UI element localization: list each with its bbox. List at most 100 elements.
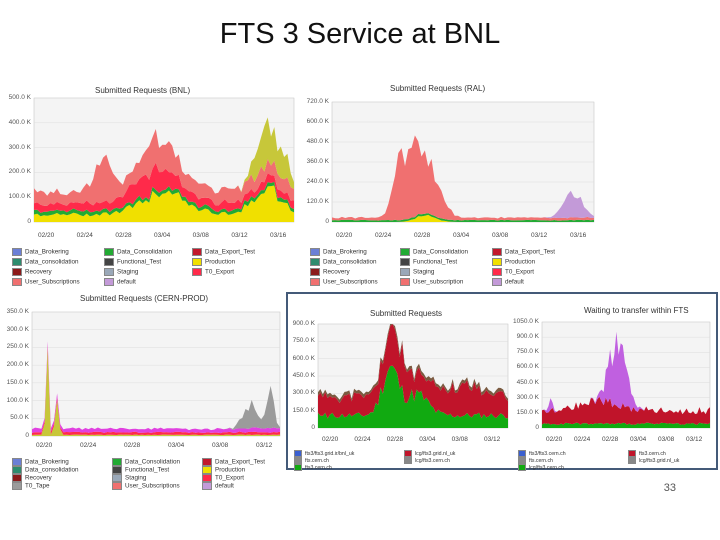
cern-legend-item: Functional_Test bbox=[112, 466, 169, 474]
legend-swatch bbox=[112, 482, 122, 490]
legend-swatch bbox=[12, 258, 22, 266]
legend-swatch bbox=[192, 248, 202, 256]
bnl_submitted-xtick-label: 02/24 bbox=[354, 436, 371, 443]
legend-swatch bbox=[202, 474, 212, 482]
bnl_submitted-area-red bbox=[318, 324, 508, 419]
legend-label: Production bbox=[215, 466, 246, 474]
cern-ytick-label: 300.0 K bbox=[6, 325, 29, 333]
ral-chart-panel: Submitted Requests (RAL) 720.0 K 600.0 K 4… bbox=[300, 80, 610, 290]
cern-ytick-label: 0 bbox=[25, 432, 29, 439]
cern-legend-item: Data_consolidation bbox=[12, 466, 79, 474]
legend-swatch bbox=[404, 457, 412, 464]
ral-legend-item: Data_Export_Test bbox=[492, 248, 555, 256]
legend-swatch bbox=[400, 258, 410, 266]
bnl_submitted-legend-item: lcg/fts3.grid.nl_uk bbox=[404, 450, 455, 457]
legend-label: Data_Consolidation bbox=[413, 248, 468, 256]
bnl-area-export bbox=[34, 162, 294, 213]
legend-label: fts.cern.ch bbox=[305, 457, 329, 464]
legend-label: Production bbox=[505, 258, 536, 266]
legend-swatch bbox=[104, 278, 114, 286]
bnl-legend-item: Data_Export_Test bbox=[192, 248, 255, 256]
bnl-ytick-label: 0 bbox=[27, 218, 31, 225]
legend-label: User_Subscriptions bbox=[323, 278, 378, 286]
legend-swatch bbox=[404, 450, 412, 457]
legend-swatch bbox=[104, 258, 114, 266]
ral-legend-item: User_Subscriptions bbox=[310, 278, 378, 286]
legend-label: Data_Brokering bbox=[25, 248, 69, 256]
bnl_waiting-xtick-label: 03/08 bbox=[658, 436, 675, 443]
legend-swatch bbox=[492, 278, 502, 286]
bnl-legend-item: T0_Export bbox=[192, 268, 234, 276]
ral-legend-item: User_subscription bbox=[400, 278, 463, 286]
legend-swatch bbox=[112, 458, 122, 466]
bnl-xtick-label: 03/08 bbox=[192, 232, 209, 239]
legend-swatch bbox=[202, 466, 212, 474]
bnl_waiting-xtick-label: 02/20 bbox=[546, 436, 563, 443]
legend-label: fts3/fts3.cern.ch bbox=[529, 450, 566, 457]
legend-label: Staging bbox=[125, 474, 147, 482]
bnl_waiting-ytick-label: 0 bbox=[535, 424, 539, 431]
legend-label: lcg/fts3.grid.nl_uk bbox=[415, 450, 456, 457]
legend-swatch bbox=[192, 268, 202, 276]
cern-legend-item: Recovery bbox=[12, 474, 52, 482]
slide-title: FTS 3 Service at BNL bbox=[219, 18, 501, 50]
legend-label: Data_Brokering bbox=[25, 458, 69, 466]
ral-xtick-label: 03/12 bbox=[531, 232, 548, 239]
legend-swatch bbox=[628, 450, 636, 457]
ral-area-default bbox=[332, 135, 594, 219]
bnl_submitted-plot-svg bbox=[317, 323, 509, 429]
legend-swatch bbox=[12, 466, 22, 474]
ral-legend-item: Data_consolidation bbox=[310, 258, 377, 266]
bnl-ytick-label: 500.0 K bbox=[8, 94, 31, 101]
bnl_waiting-legend-item: lcg/fts3.grid.nl_uk bbox=[628, 457, 679, 464]
bnl_submitted-area-grey bbox=[318, 324, 508, 403]
legend-label: Staging bbox=[413, 268, 435, 276]
bnl_waiting-ytick-label: 1050.0 K bbox=[512, 318, 539, 325]
legend-label: Data_Consolidation bbox=[117, 248, 172, 256]
legend-swatch bbox=[104, 248, 114, 256]
ral-plot-svg bbox=[331, 101, 595, 223]
cern-legend-item: Data_Brokering bbox=[12, 458, 69, 466]
legend-label: T0_Tape bbox=[25, 482, 50, 490]
ral-legend-item: default bbox=[492, 278, 524, 286]
ral-legend-item: Data_Consolidation bbox=[400, 248, 468, 256]
cern-plot-area bbox=[31, 311, 281, 437]
legend-label: lcg/fts3.cern.ch bbox=[529, 464, 564, 471]
cern-ytick-label: 100.0 K bbox=[6, 396, 29, 404]
legend-label: fts.cern.ch bbox=[529, 457, 553, 464]
ral-legend-item: T0_Export bbox=[492, 268, 534, 276]
cern-legend-item: T0_Tape bbox=[12, 482, 50, 490]
legend-swatch bbox=[294, 457, 302, 464]
cern-legend-item: default bbox=[202, 482, 234, 490]
ral-xtick-label: 03/16 bbox=[570, 232, 587, 239]
legend-swatch bbox=[202, 482, 212, 490]
legend-swatch bbox=[12, 248, 22, 256]
legend-swatch bbox=[310, 248, 320, 256]
ral-ytick-label: 240.0 K bbox=[306, 178, 329, 185]
legend-label: default bbox=[505, 278, 524, 286]
legend-label: default bbox=[117, 278, 136, 286]
legend-swatch bbox=[518, 450, 526, 457]
ral-ytick-label: 360.0 K bbox=[306, 158, 329, 165]
cern-legend-item: User_Subscriptions bbox=[112, 482, 180, 490]
legend-label: User_Subscriptions bbox=[25, 278, 80, 286]
cern-xtick-label: 03/04 bbox=[168, 442, 185, 449]
bnl_waiting-legend-item: lcg/fts3.cern.ch bbox=[518, 464, 564, 471]
bnl_submitted-xtick-label: 03/04 bbox=[419, 436, 436, 443]
ral-ytick-label: 600.0 K bbox=[306, 118, 329, 125]
cern-xtick-label: 02/20 bbox=[36, 442, 53, 449]
ral-chart-title: Submitted Requests (RAL) bbox=[390, 84, 486, 93]
bnl-plot-svg bbox=[33, 97, 295, 223]
cern-ytick-label: 150.0 K bbox=[6, 378, 29, 386]
bnl-legend-item: Staging bbox=[104, 268, 138, 276]
bnl-legend-item: Functional_Test bbox=[104, 258, 161, 266]
legend-swatch bbox=[12, 474, 22, 482]
ral-area-consolidation bbox=[332, 213, 594, 222]
bnl_waiting-xtick-label: 02/24 bbox=[574, 436, 591, 443]
bnl-submitted-chart-title: Submitted Requests bbox=[370, 309, 443, 318]
bnl_waiting-area-green bbox=[542, 422, 710, 428]
bnl-legend-item: Data_consolidation bbox=[12, 258, 79, 266]
bnl_waiting-ytick-label: 450.0 K bbox=[516, 378, 539, 386]
bnl_submitted-xtick-label: 03/12 bbox=[484, 436, 501, 443]
bnl-xtick-label: 02/24 bbox=[76, 232, 93, 239]
